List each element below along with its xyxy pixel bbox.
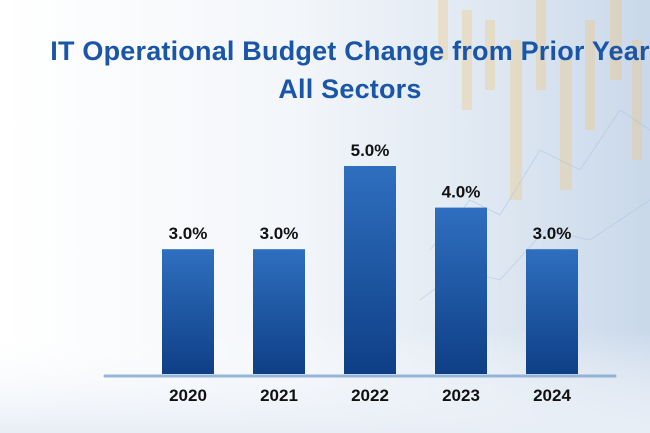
value-label-2021: 3.0% <box>260 224 299 243</box>
bar-2020 <box>162 249 214 374</box>
chart-subtitle: All Sectors <box>278 74 422 104</box>
tick-label-2021: 2021 <box>260 386 298 405</box>
tick-label-2023: 2023 <box>442 386 480 405</box>
bar-2021 <box>253 249 305 374</box>
tick-label-2022: 2022 <box>351 386 389 405</box>
tick-label-2020: 2020 <box>169 386 207 405</box>
bar-2022 <box>344 166 396 374</box>
value-label-2020: 3.0% <box>169 224 208 243</box>
bar-2024 <box>526 249 578 374</box>
value-label-2022: 5.0% <box>351 141 390 160</box>
chart-title: IT Operational Budget Change from Prior … <box>0 32 650 108</box>
chart-title-line1: IT Operational Budget Change from Prior … <box>50 36 650 66</box>
value-label-2024: 3.0% <box>533 224 572 243</box>
tick-label-2024: 2024 <box>533 386 571 405</box>
value-label-2023: 4.0% <box>442 183 481 202</box>
bar-2023 <box>435 207 487 374</box>
